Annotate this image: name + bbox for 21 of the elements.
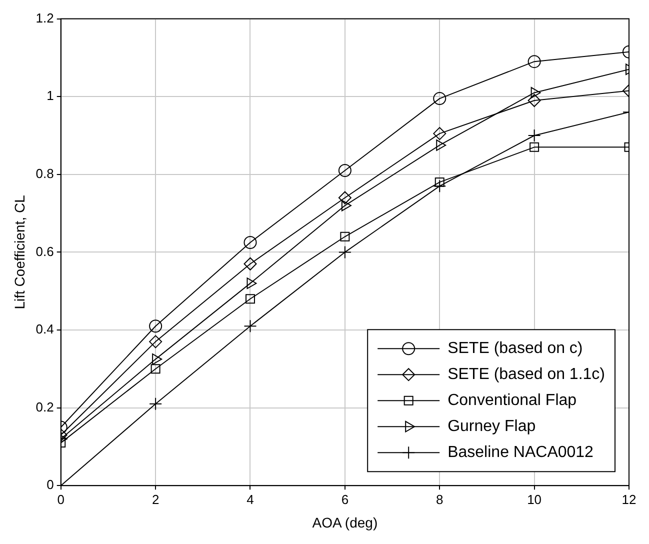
legend-label: Conventional Flap [448,392,577,410]
y-tick-label: 1.2 [36,10,54,26]
y-axis-title: Lift Coefficient, CL [11,194,28,310]
x-tick-label: 2 [152,492,160,507]
x-tick-label: 10 [527,492,542,507]
y-tick-label: 0.6 [36,244,54,259]
x-tick-label: 0 [57,492,64,507]
y-tick-label: 0 [46,477,54,492]
legend-label: SETE (based on 1.1c) [448,366,606,384]
legend-label: Gurney Flap [448,418,536,436]
y-tick-label: 0.8 [36,166,54,181]
y-tick-label: 1 [46,88,54,104]
x-tick-label: 4 [246,492,254,507]
y-tick-label: 0.2 [36,399,54,414]
x-tick-label: 12 [622,492,636,507]
x-axis-title: AOA (deg) [312,514,378,530]
legend-label: SETE (based on c) [448,340,583,358]
x-tick-label: 8 [436,492,444,507]
y-tick-label: 0.4 [36,322,54,337]
x-tick-label: 6 [341,492,349,507]
legend-label: Baseline NACA0012 [448,444,594,462]
